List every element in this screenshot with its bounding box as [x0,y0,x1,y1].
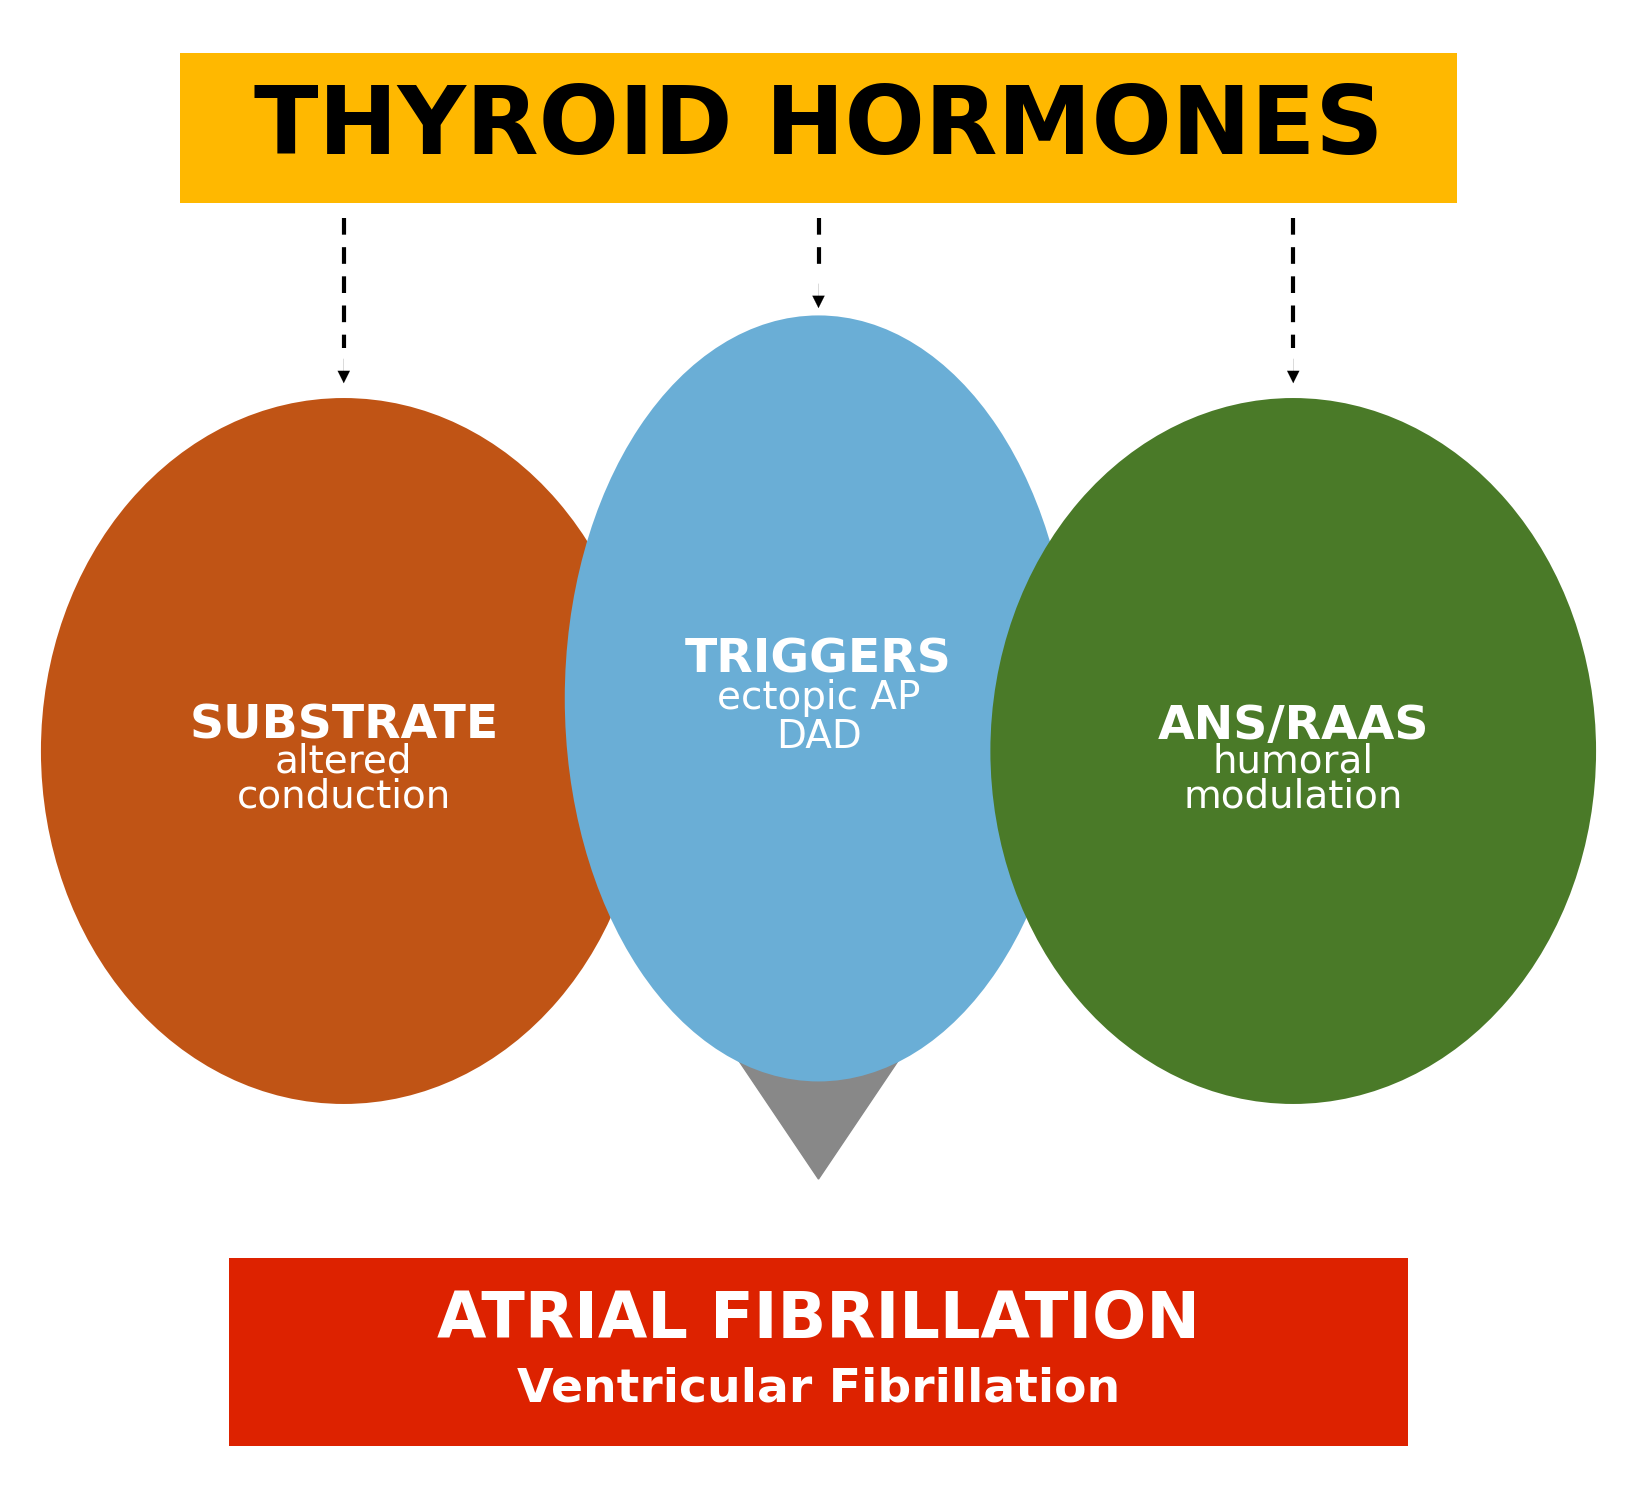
Text: ectopic AP: ectopic AP [717,679,920,718]
Ellipse shape [41,398,647,1104]
Text: DAD: DAD [776,718,861,756]
Text: modulation: modulation [1184,778,1403,816]
Ellipse shape [565,315,1072,1081]
Text: ATRIAL FIBRILLATION: ATRIAL FIBRILLATION [437,1289,1200,1350]
Text: conduction: conduction [237,778,450,816]
Text: TRIGGERS: TRIGGERS [684,638,953,682]
Text: altered: altered [275,742,413,781]
Text: SUBSTRATE: SUBSTRATE [190,704,498,749]
Polygon shape [647,924,990,1179]
FancyBboxPatch shape [180,53,1457,203]
Text: humoral: humoral [1213,742,1373,781]
Text: THYROID HORMONES: THYROID HORMONES [254,81,1383,174]
Text: ANS/RAAS: ANS/RAAS [1157,704,1429,749]
Ellipse shape [990,398,1596,1104]
FancyBboxPatch shape [229,1257,1408,1445]
Text: Ventricular Fibrillation: Ventricular Fibrillation [517,1367,1120,1412]
